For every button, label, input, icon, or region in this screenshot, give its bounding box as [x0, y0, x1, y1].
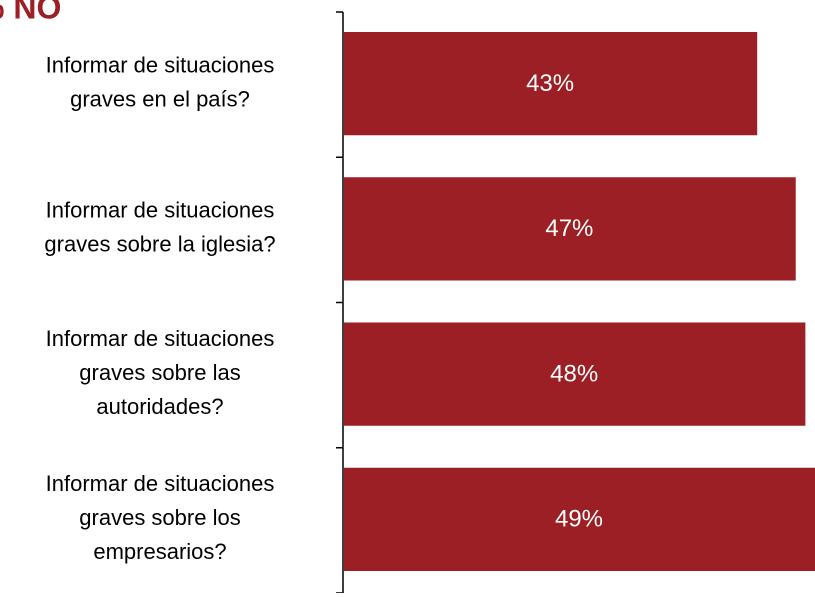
category-label: Informar de situaciones: [46, 198, 275, 223]
category-label: autoridades?: [96, 394, 223, 419]
category-label: empresarios?: [93, 539, 226, 564]
category-label: Informar de situaciones: [46, 471, 275, 496]
value-label: 48%: [550, 360, 598, 387]
category-label: graves en el país?: [70, 86, 250, 111]
category-label: graves sobre las: [79, 360, 240, 385]
category-label: graves sobre la iglesia?: [44, 232, 275, 257]
value-label: 47%: [545, 215, 593, 242]
value-label: 43%: [526, 70, 574, 97]
value-label: 49%: [555, 506, 603, 533]
bar: [344, 177, 796, 281]
category-label: Informar de situaciones: [46, 326, 275, 351]
bar: [344, 467, 815, 571]
category-label: Informar de situaciones: [46, 52, 275, 77]
category-label: graves sobre los: [79, 505, 240, 530]
bar: [344, 322, 806, 426]
chart-title: % NO: [0, 0, 61, 25]
bar: [344, 32, 758, 136]
